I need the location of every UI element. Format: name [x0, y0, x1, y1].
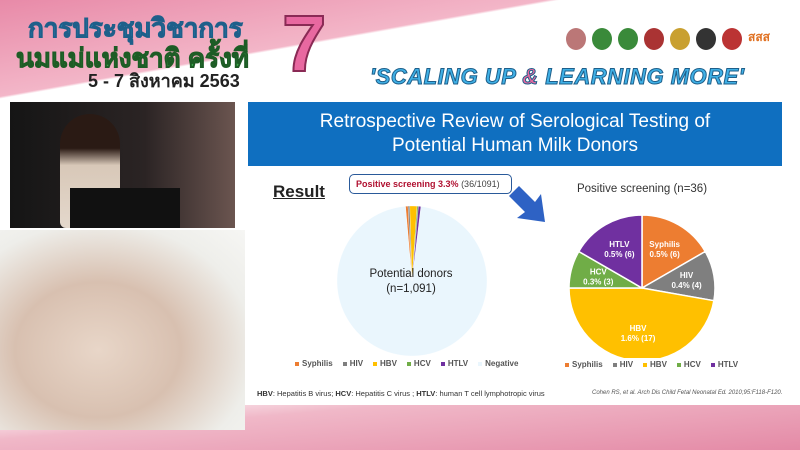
left-pie-label-line2: (n=1,091) [386, 283, 436, 295]
legend-swatch [565, 362, 569, 367]
data-label: HCV [590, 267, 608, 276]
pie-slice-negative [336, 206, 488, 357]
legend-item-hiv: HIV [612, 360, 634, 369]
right-legend: Syphilis HIV HBV HCV HTLV [565, 360, 738, 369]
pie-slice-htlv [577, 214, 643, 290]
abbr-text: : Hepatitis C virus ; [351, 389, 417, 398]
legend-item-hbv: HBV [373, 359, 397, 368]
data-label: Syphilis [649, 240, 680, 249]
slide-title-line2: Potential Human Milk Donors [391, 135, 639, 156]
donors-pie-chart [336, 205, 488, 357]
legend-swatch [342, 361, 347, 366]
positive-screening-callout: Positive screening 3.3% (36/1091) [349, 174, 512, 194]
conference-title-line1: การประชุมวิชาการ [28, 13, 244, 44]
background-photo [0, 230, 245, 430]
legend-swatch [710, 362, 715, 367]
slogan-text: LEARNING MORE' [538, 64, 745, 90]
legend-item-hcv: HCV [406, 359, 431, 368]
sponsor-logo-icon [670, 28, 690, 50]
legend-item-syphilis: Syphilis [295, 359, 333, 368]
legend-label: HTLV [717, 360, 739, 369]
data-label: 0.4% (4) [671, 281, 702, 290]
sponsor-logo-icon [566, 28, 586, 50]
legend-item-syphilis: Syphilis [565, 360, 603, 369]
data-label: HTLV [609, 240, 630, 249]
legend-label: HCV [413, 359, 431, 368]
conference-banner: การประชุมวิชาการ นมแม่แห่งชาติ ครั้งที่ … [0, 0, 800, 100]
legend-swatch [373, 361, 378, 366]
legend-item-hbv: HBV [643, 360, 667, 369]
legend-label: Syphilis [302, 359, 333, 368]
legend-label: HIV [349, 359, 364, 368]
arrow-icon [509, 186, 545, 222]
legend-label: HBV [650, 360, 667, 369]
legend-item-htlv: HTLV [710, 360, 739, 369]
left-legend: Syphilis HIV HBV HCV HTLV Negative [295, 359, 518, 368]
result-heading: Result [273, 182, 325, 201]
conference-dates: 5 - 7 สิงหาคม 2563 [88, 71, 240, 91]
legend-swatch [406, 361, 411, 366]
data-label: HBV [630, 324, 648, 333]
legend-label: HCV [683, 360, 701, 369]
pie-slice-hbv [568, 287, 715, 358]
legend-label: Syphilis [572, 360, 603, 369]
data-label: 1.6% (17) [621, 334, 656, 343]
edition-number: 7 [281, 0, 327, 88]
citation: Cohen RS, et al. Arch Dis Child Fetal Ne… [592, 390, 783, 396]
slide-title-line1: Retrospective Review of Serological Test… [319, 111, 711, 132]
pie-slice-syphilis [641, 214, 707, 290]
legend-item-negative: Negative [478, 359, 518, 368]
abbr: HBV [257, 389, 273, 398]
presentation-slide: Retrospective Review of Serological Test… [247, 101, 783, 404]
podium [70, 188, 180, 228]
slogan-amp: & [522, 64, 539, 90]
abbr: HTLV [416, 389, 436, 398]
left-pie-label: Potential donors (n=1,091) [341, 267, 481, 297]
data-label: 0.3% (3) [583, 277, 614, 286]
sponsor-logo-icon [644, 28, 664, 50]
sponsor-logos: สสส [566, 28, 770, 50]
footnote: HBV: Hepatitis B virus; HCV: Hepatitis C… [257, 389, 545, 398]
slide-title: Retrospective Review of Serological Test… [248, 102, 782, 166]
sponsor-logo-icon [618, 28, 638, 50]
legend-swatch [440, 361, 445, 366]
legend-swatch [643, 362, 648, 367]
legend-item-hcv: HCV [676, 360, 701, 369]
legend-swatch [295, 361, 299, 366]
positive-fraction: (36/1091) [461, 179, 500, 189]
legend-item-htlv: HTLV [440, 359, 469, 368]
data-label: 0.5% (6) [650, 250, 681, 259]
legend-swatch [676, 362, 681, 367]
legend-label: HBV [380, 359, 397, 368]
slogan-text: 'SCALING UP [369, 64, 523, 90]
legend-swatch [612, 362, 617, 367]
legend-label: HIV [619, 360, 634, 369]
positive-label: Positive screening 3.3% [356, 179, 459, 189]
legend-label: HTLV [447, 359, 469, 368]
left-pie-label-line1: Potential donors [369, 268, 453, 280]
sponsor-logo-icon [696, 28, 716, 50]
sponsor-logo-icon [592, 28, 612, 50]
data-label: HIV [680, 271, 694, 280]
legend-swatch [478, 361, 483, 366]
data-label: 0.5% (6) [604, 250, 635, 259]
thaihealth-logo: สสส [748, 30, 770, 44]
abbr-text: : Hepatitis B virus; [272, 389, 336, 398]
speaker-video [10, 102, 235, 228]
abbr: HCV [335, 389, 352, 398]
sponsor-logo-icon [722, 28, 742, 50]
legend-item-hiv: HIV [342, 359, 364, 368]
slogan: 'SCALING UP & LEARNING MORE' [369, 64, 745, 90]
legend-label: Negative [485, 359, 519, 368]
conference-title-line2: นมแม่แห่งชาติ ครั้งที่ [16, 43, 250, 74]
right-chart-title: Positive screening (n=36) [576, 183, 708, 195]
abbr-text: : human T cell lymphotropic virus [435, 389, 545, 398]
